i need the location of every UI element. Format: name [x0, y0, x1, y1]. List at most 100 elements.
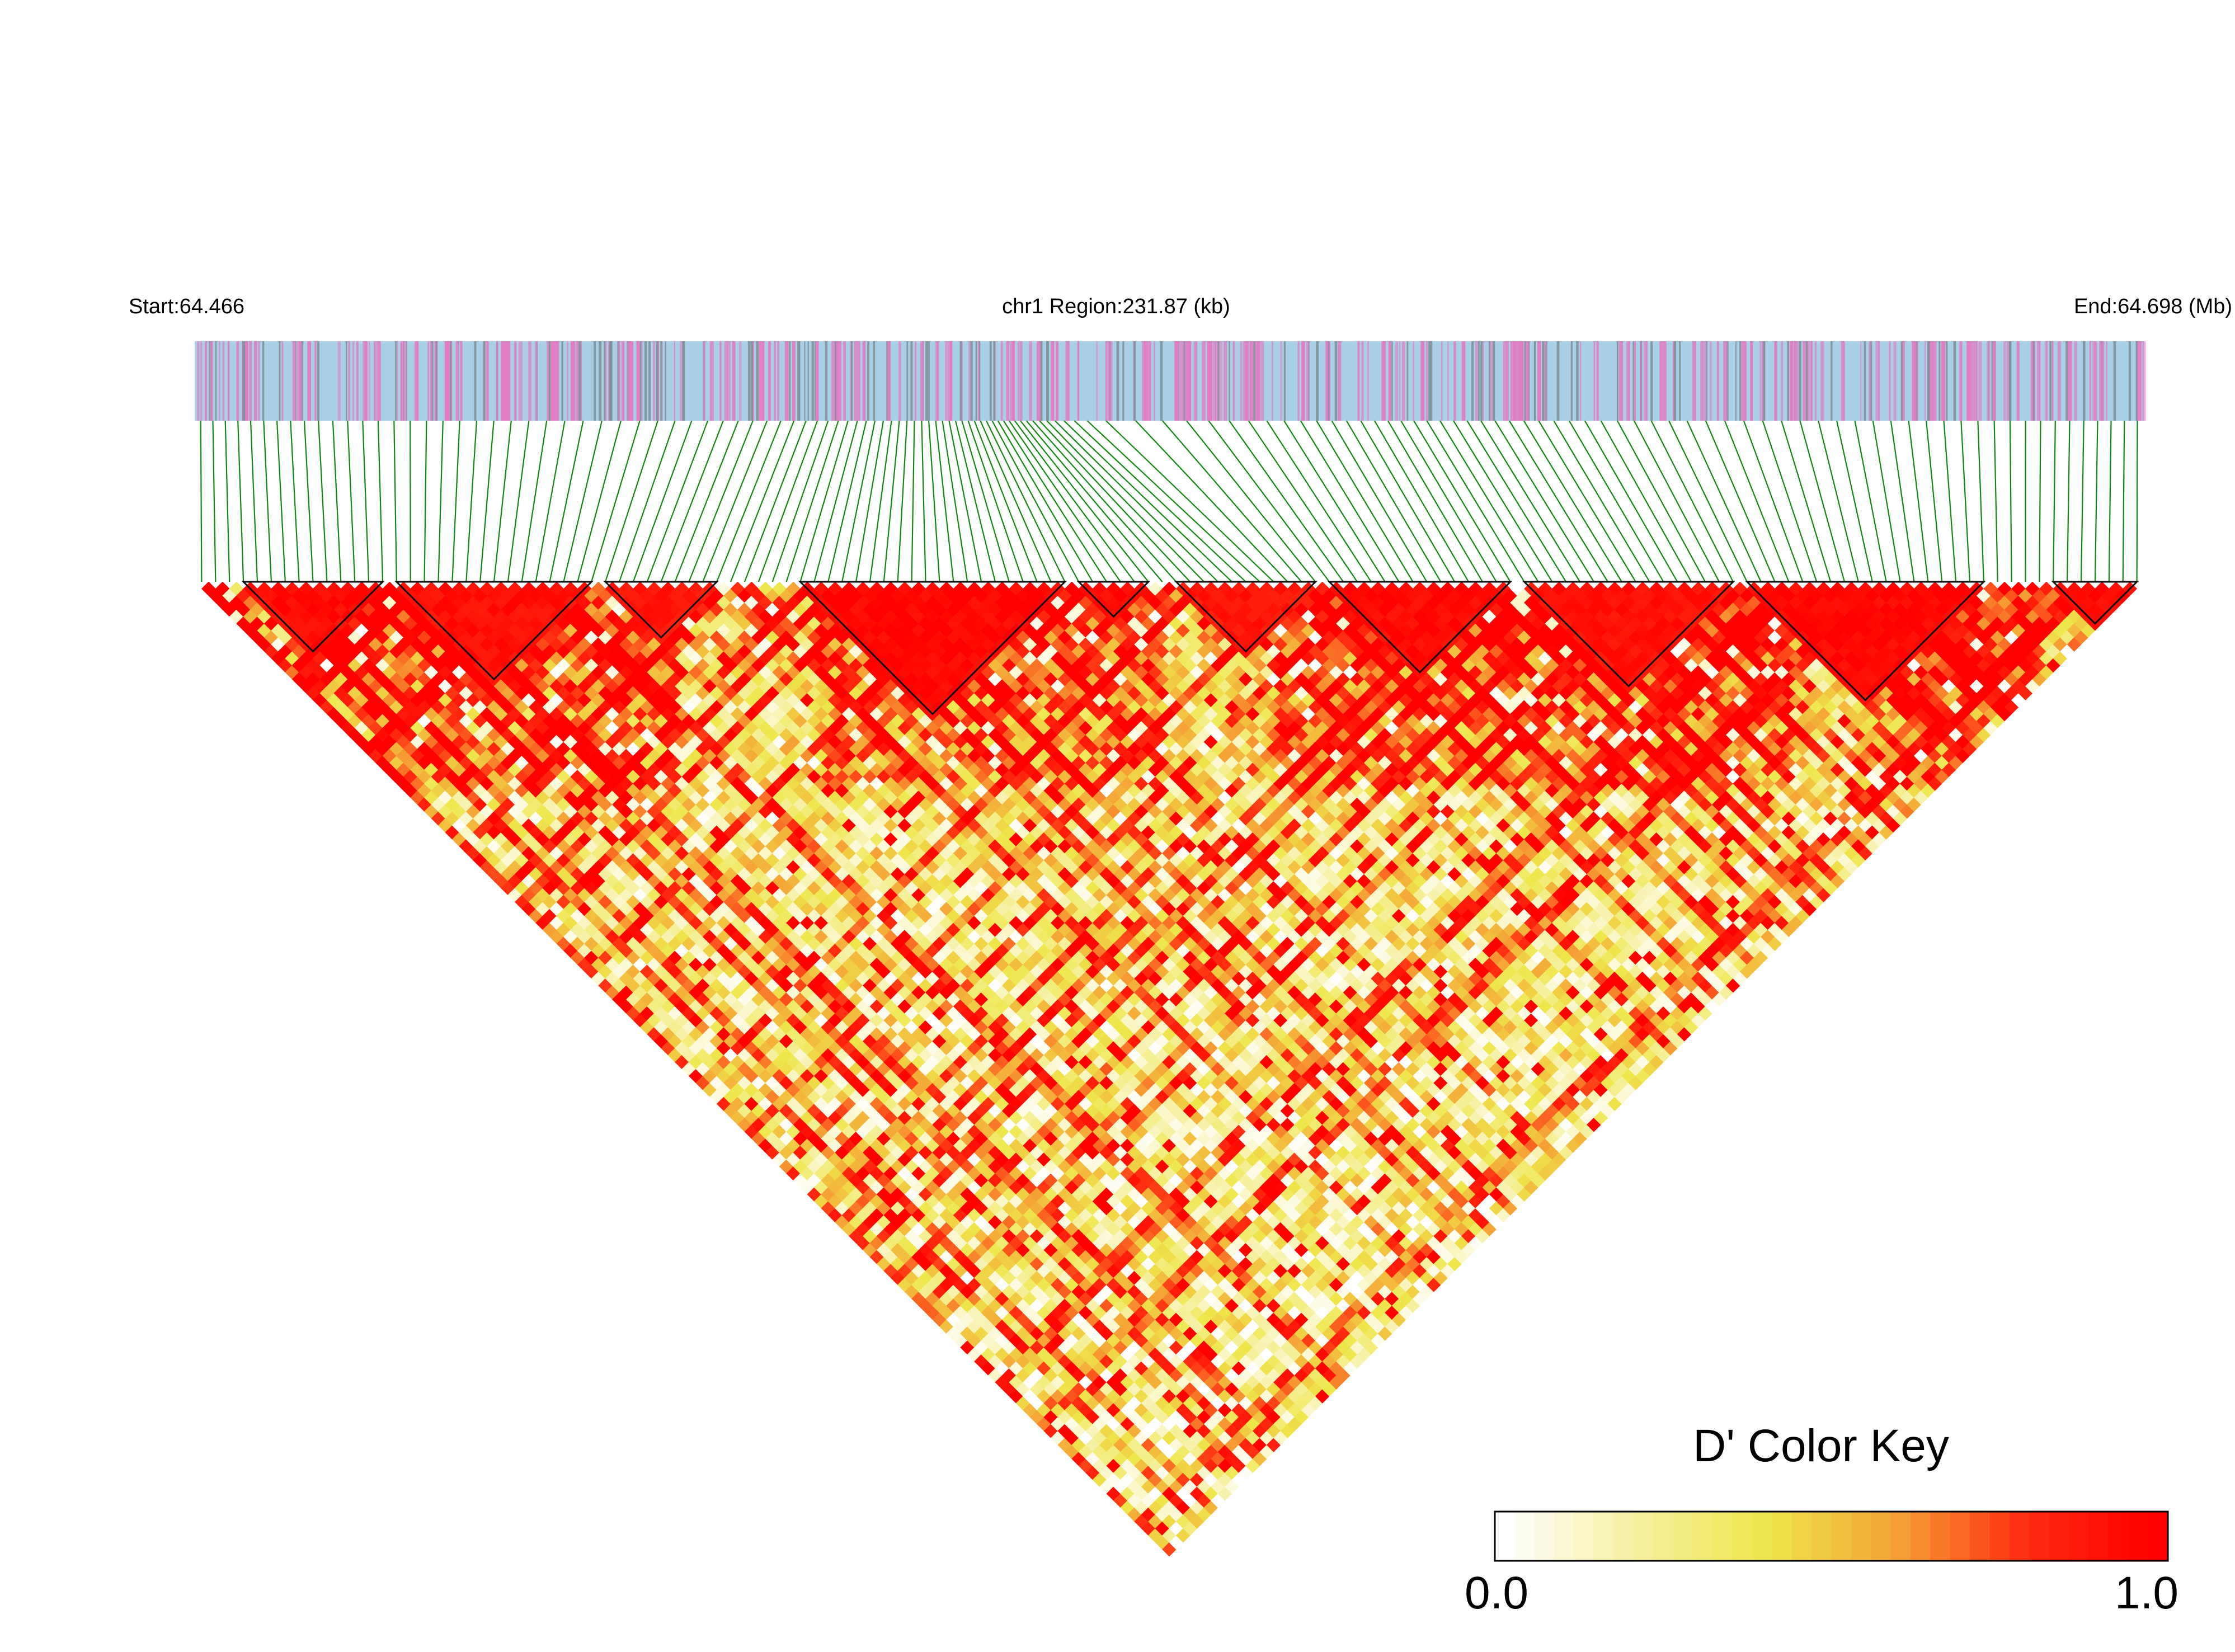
- snp-connector-line: [1568, 420, 1664, 582]
- snp-track-variant: [2092, 341, 2096, 421]
- snp-track-variant: [1632, 341, 1634, 421]
- snp-connector-line: [948, 420, 982, 582]
- snp-track-variant: [1425, 341, 1428, 421]
- snp-connector-line: [276, 420, 286, 582]
- snp-track-variant: [1428, 341, 1431, 421]
- snp-connector-line: [290, 420, 300, 582]
- snp-connector-line: [1032, 420, 1177, 582]
- snp-track-variant: [1941, 341, 1946, 421]
- snp-track-variant: [1787, 341, 1789, 421]
- snp-track-variant: [1213, 341, 1217, 421]
- snp-track-variant: [298, 341, 302, 421]
- snp-track-variant: [576, 341, 579, 421]
- snp-track-variant: [501, 341, 505, 421]
- snp-connector-line: [549, 420, 584, 582]
- snp-track-variant: [1039, 341, 1043, 421]
- snp-track-variant: [1695, 341, 1696, 421]
- snp-track-variant: [1659, 341, 1663, 421]
- snp-track-variant: [222, 341, 225, 421]
- snp-track-variant: [210, 341, 213, 421]
- snp-track-variant: [768, 341, 771, 421]
- snp-track-variant: [1160, 341, 1163, 421]
- snp-connector-line: [1248, 420, 1358, 582]
- snp-connector-line: [1686, 420, 1762, 582]
- snp-track-variant: [594, 341, 596, 421]
- snp-track-variant: [1144, 341, 1146, 421]
- snp-connector-line: [1908, 420, 1929, 582]
- snp-track-variant: [1316, 341, 1319, 421]
- snp-track-variant: [1634, 341, 1636, 421]
- snp-track-variant: [2057, 341, 2062, 421]
- snp-track-variant: [1831, 341, 1833, 421]
- snp-track-variant: [1726, 341, 1729, 421]
- snp-track-variant: [262, 341, 265, 421]
- snp-connector-line: [377, 420, 384, 582]
- snp-track-variant: [1229, 341, 1230, 421]
- snp-track-variant: [1483, 341, 1484, 421]
- snp-track-variant: [1875, 341, 1879, 421]
- snp-connector-line: [1413, 420, 1511, 582]
- snp-track-variant: [1280, 341, 1282, 421]
- snp-connector-line: [591, 420, 641, 582]
- snp-track-variant: [1105, 341, 1107, 421]
- snp-track-variant: [1478, 341, 1480, 421]
- snp-track-variant: [1542, 341, 1545, 421]
- snp-track-variant: [302, 341, 304, 421]
- snp-connector-line: [1345, 420, 1442, 582]
- snp-connector-line: [1208, 420, 1330, 582]
- snp-track-variant: [831, 341, 835, 421]
- snp-connector-line: [1020, 420, 1149, 582]
- snp-track-variant: [1306, 341, 1310, 421]
- snp-track-variant: [784, 341, 788, 421]
- snp-connector-line: [961, 420, 1010, 582]
- snp-track-variant: [1750, 341, 1753, 421]
- snp-connector-line: [1818, 420, 1859, 582]
- snp-track-variant: [1526, 341, 1530, 421]
- snp-track-variant: [1381, 341, 1386, 421]
- snp-track-variant: [2098, 341, 2102, 421]
- snp-connector-line: [1890, 420, 1915, 582]
- snp-connector-line: [660, 420, 724, 582]
- snp-connector-line: [1229, 420, 1344, 582]
- snp-connector-line: [263, 420, 272, 582]
- snp-track-variant: [1329, 341, 1330, 421]
- snp-track-variant: [1246, 341, 1248, 421]
- snp-track-variant: [1116, 341, 1119, 421]
- snp-track-variant: [406, 341, 407, 421]
- snp-track-variant: [314, 341, 317, 421]
- snp-track-variant: [295, 341, 297, 421]
- snp-connector-line: [1161, 420, 1302, 582]
- snp-track-variant: [1429, 341, 1433, 421]
- snp-track-variant: [236, 341, 239, 421]
- snp-connector-line: [954, 420, 996, 582]
- snp-connector-line: [1074, 420, 1246, 582]
- snp-track-variant: [1953, 341, 1956, 421]
- snp-track-variant: [2136, 341, 2138, 421]
- snp-track-variant: [1774, 341, 1777, 421]
- snp-track-variant: [1969, 341, 1973, 421]
- snp-track-variant: [644, 341, 647, 421]
- snp-connector-line: [911, 420, 915, 582]
- snp-connector-line: [1872, 420, 1901, 582]
- snp-track-variant: [682, 341, 684, 421]
- snp-connector-line: [1724, 420, 1790, 582]
- snp-track-variant: [1978, 341, 1982, 421]
- snp-track-variant: [1096, 341, 1098, 421]
- snp-connector-line: [841, 420, 876, 582]
- snp-track-variant: [2083, 341, 2086, 421]
- snp-connector-line: [935, 420, 954, 582]
- snp-connector-line: [1584, 420, 1678, 582]
- snp-track-variant: [1334, 341, 1338, 421]
- snp-connector-line: [757, 420, 818, 582]
- snp-connector-line: [883, 420, 900, 582]
- snp-connector-line: [1960, 420, 1970, 582]
- snp-track-variant: [1399, 341, 1401, 421]
- snp-track-variant: [2089, 341, 2091, 421]
- snp-track-variant: [377, 341, 381, 421]
- snp-track-variant: [948, 341, 951, 421]
- snp-track-variant: [1506, 341, 1509, 421]
- snp-track-variant: [1803, 341, 1806, 421]
- snp-connector-line: [2053, 420, 2056, 582]
- snp-track-variant: [1959, 341, 1962, 421]
- snp-track-variant: [1673, 341, 1677, 421]
